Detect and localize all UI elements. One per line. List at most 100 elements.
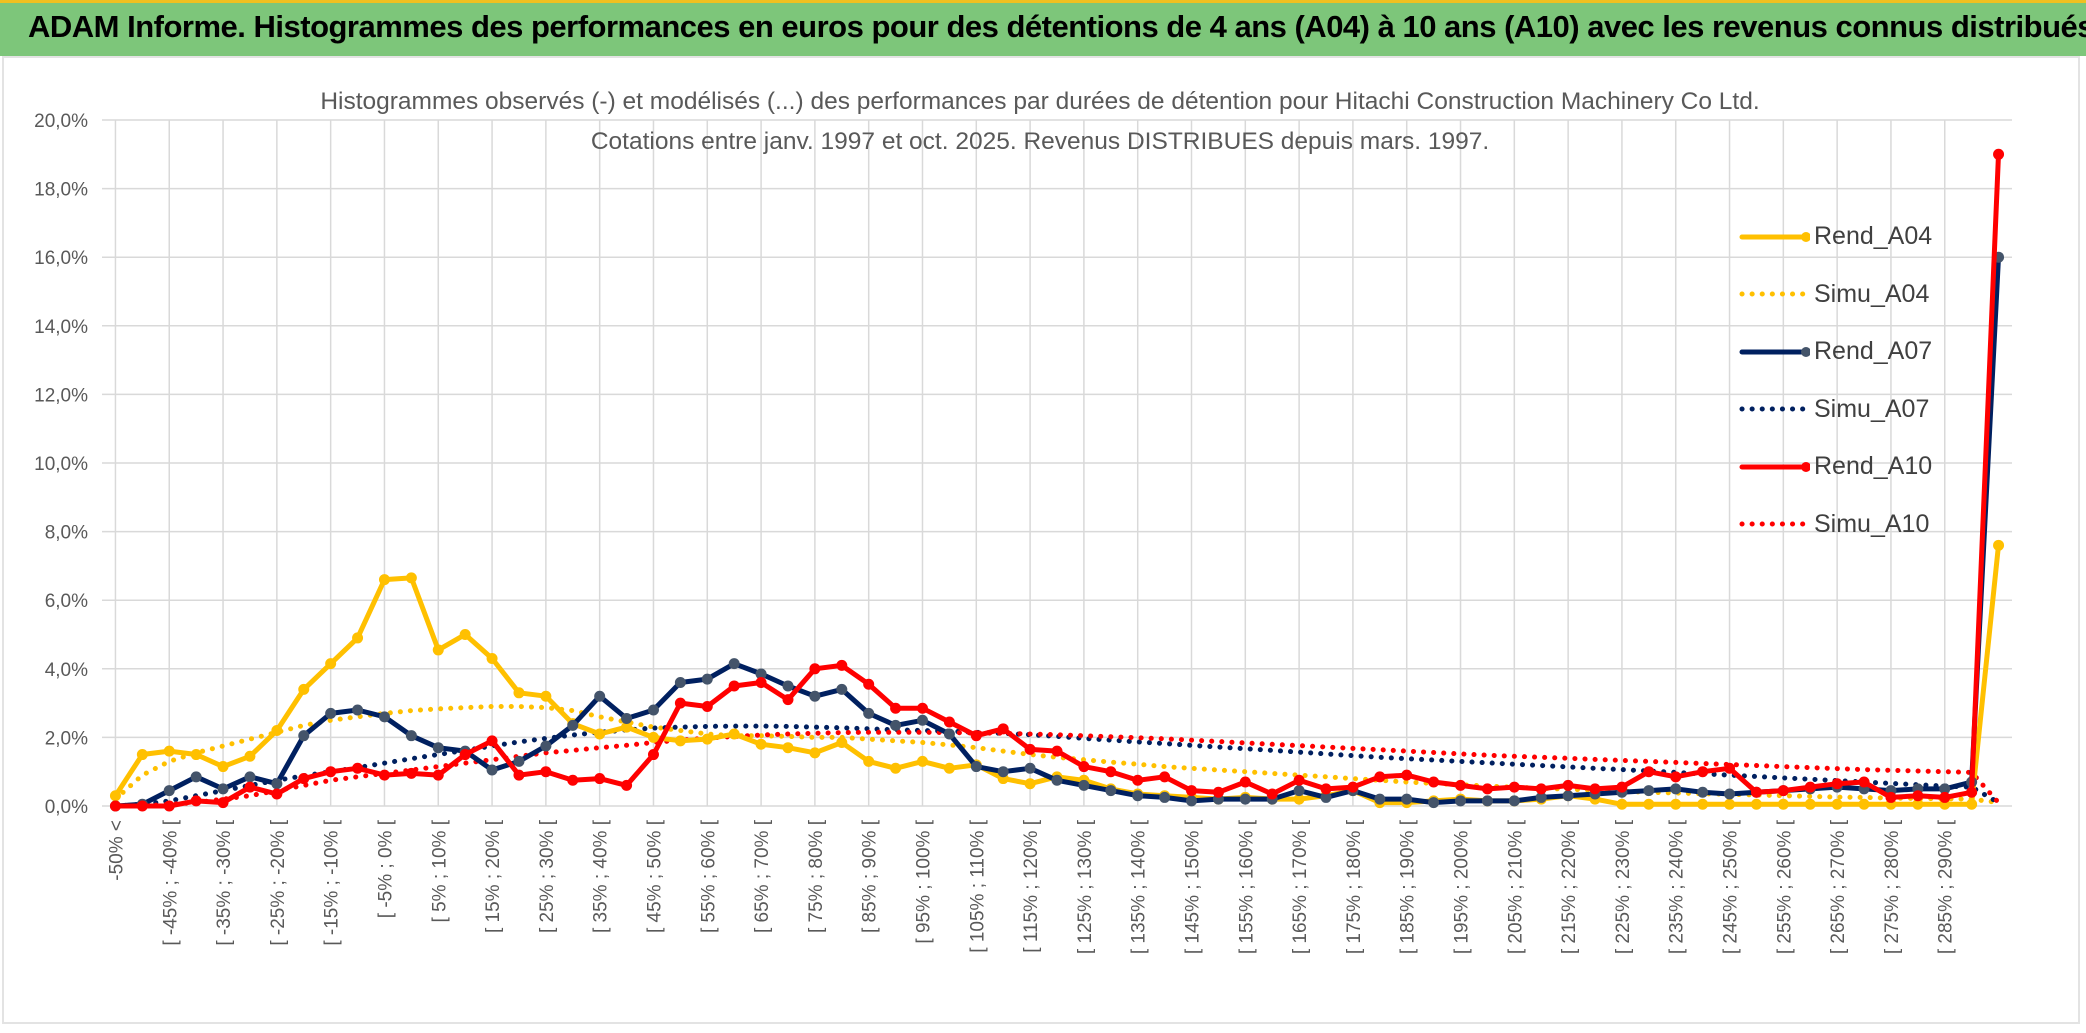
- data-point-rend_a04: [1993, 539, 2005, 551]
- data-point-rend_a07: [997, 766, 1009, 778]
- data-point-rend_a10: [1186, 785, 1198, 797]
- data-point-rend_a07: [271, 778, 283, 790]
- data-point-rend_a10: [1750, 786, 1762, 798]
- data-point-rend_a10: [1616, 781, 1628, 793]
- data-point-rend_a10: [1266, 788, 1278, 800]
- data-point-rend_a07: [1401, 793, 1413, 805]
- data-point-rend_a07: [701, 673, 713, 685]
- data-point-rend_a07: [1428, 797, 1440, 809]
- data-point-rend_a10: [863, 678, 875, 690]
- data-point-rend_a10: [1912, 790, 1924, 802]
- data-point-rend_a04: [325, 658, 337, 670]
- x-tick-label: [ 245% ; 250% [: [1721, 819, 1742, 954]
- data-point-rend_a10: [513, 769, 525, 781]
- legend-label: Simu_A07: [1814, 394, 1930, 423]
- data-point-rend_a10: [1858, 776, 1870, 788]
- data-point-rend_a10: [594, 773, 606, 785]
- data-point-rend_a10: [1562, 779, 1574, 791]
- data-point-rend_a10: [943, 716, 955, 728]
- x-tick-label: [ 45% ; 50% [: [644, 819, 665, 933]
- x-tick-label: [ -5% ; 0% [: [375, 819, 396, 918]
- y-tick-label: 18,0%: [34, 180, 88, 201]
- data-point-rend_a07: [1051, 774, 1063, 786]
- data-point-rend_a04: [1858, 798, 1870, 810]
- data-point-rend_a07: [1374, 793, 1386, 805]
- legend-item-rend_a07: Rend_A07: [1738, 323, 1978, 381]
- data-point-rend_a07: [1159, 791, 1171, 803]
- data-point-rend_a04: [594, 728, 606, 740]
- data-point-rend_a07: [1186, 795, 1198, 807]
- x-tick-label: [ 205% ; 210% [: [1505, 819, 1526, 954]
- y-tick-label: 12,0%: [34, 385, 88, 406]
- data-point-rend_a10: [1966, 786, 1978, 798]
- data-point-rend_a04: [701, 733, 713, 745]
- data-point-rend_a04: [809, 747, 821, 759]
- data-point-rend_a10: [1428, 776, 1440, 788]
- data-point-rend_a10: [217, 797, 229, 809]
- data-point-rend_a07: [943, 728, 955, 740]
- data-point-rend_a07: [809, 690, 821, 702]
- data-point-rend_a04: [1831, 798, 1843, 810]
- x-tick-label: [ 125% ; 130% [: [1075, 819, 1096, 954]
- data-point-rend_a07: [1481, 795, 1493, 807]
- data-point-rend_a10: [540, 766, 552, 778]
- x-tick-label: [ 215% ; 220% [: [1559, 819, 1580, 954]
- x-tick-label: [ 285% ; 290% [: [1936, 819, 1957, 954]
- data-point-rend_a10: [432, 769, 444, 781]
- data-point-rend_a07: [513, 755, 525, 767]
- data-point-rend_a07: [1024, 762, 1036, 774]
- data-point-rend_a04: [647, 731, 659, 743]
- data-point-rend_a04: [378, 574, 390, 586]
- data-point-rend_a04: [540, 690, 552, 702]
- data-point-rend_a07: [1643, 785, 1655, 797]
- x-tick-label: [ 25% ; 30% [: [537, 819, 558, 933]
- y-tick-label: 2,0%: [45, 728, 88, 749]
- y-tick-label: 10,0%: [34, 454, 88, 475]
- data-point-rend_a04: [1024, 778, 1036, 790]
- x-tick-label: [ 165% ; 170% [: [1290, 819, 1311, 954]
- data-point-rend_a07: [970, 761, 982, 773]
- data-point-rend_a10: [1535, 783, 1547, 795]
- data-point-rend_a10: [890, 702, 902, 714]
- data-point-rend_a07: [674, 677, 686, 689]
- x-tick-label: [ 85% ; 90% [: [860, 819, 881, 933]
- data-point-rend_a07: [863, 707, 875, 719]
- data-point-rend_a07: [325, 707, 337, 719]
- x-tick-label: [ 275% ; 280% [: [1882, 819, 1903, 954]
- data-point-rend_a10: [1132, 774, 1144, 786]
- series-line-rend_a10: [113, 151, 2001, 809]
- data-point-rend_a10: [109, 800, 121, 812]
- data-point-rend_a04: [244, 750, 256, 762]
- data-point-rend_a07: [486, 764, 498, 776]
- x-axis-ticks: -50% < [ -45% ; -40% [[ -35% ; -30% [[ -2…: [106, 819, 1956, 954]
- x-tick-label: [ 195% ; 200% [: [1452, 819, 1473, 954]
- data-point-rend_a07: [1508, 795, 1520, 807]
- data-point-rend_a10: [1212, 786, 1224, 798]
- data-point-rend_a10: [1455, 779, 1467, 791]
- legend-label: Rend_A10: [1814, 452, 1933, 481]
- data-point-rend_a07: [1455, 795, 1467, 807]
- data-point-rend_a10: [486, 735, 498, 747]
- x-tick-label: [ -45% ; -40% [: [160, 819, 181, 945]
- data-point-rend_a04: [432, 644, 444, 656]
- data-point-rend_a04: [674, 735, 686, 747]
- data-point-rend_a04: [728, 728, 740, 740]
- data-point-rend_a07: [728, 658, 740, 670]
- x-tick-label: [ 225% ; 230% [: [1613, 819, 1634, 954]
- data-point-rend_a10: [1024, 743, 1036, 755]
- data-point-rend_a07: [782, 680, 794, 692]
- data-point-rend_a10: [136, 800, 148, 812]
- data-point-rend_a07: [405, 730, 417, 742]
- data-point-rend_a04: [163, 745, 175, 757]
- data-point-rend_a07: [594, 690, 606, 702]
- x-tick-label: [ 15% ; 20% [: [483, 819, 504, 933]
- data-point-rend_a10: [1804, 781, 1816, 793]
- legend-swatch: [1739, 231, 1810, 242]
- data-point-rend_a04: [190, 749, 202, 761]
- data-point-rend_a04: [1697, 798, 1709, 810]
- y-tick-label: 16,0%: [34, 248, 88, 269]
- chart-title: Histogrammes observés (-) et modélisés (…: [320, 88, 1759, 115]
- series-line-simu_a04: [113, 704, 2001, 806]
- legend-item-rend_a04: Rend_A04: [1738, 208, 1978, 266]
- chart-subtitle: Cotations entre janv. 1997 et oct. 2025.…: [591, 128, 1489, 155]
